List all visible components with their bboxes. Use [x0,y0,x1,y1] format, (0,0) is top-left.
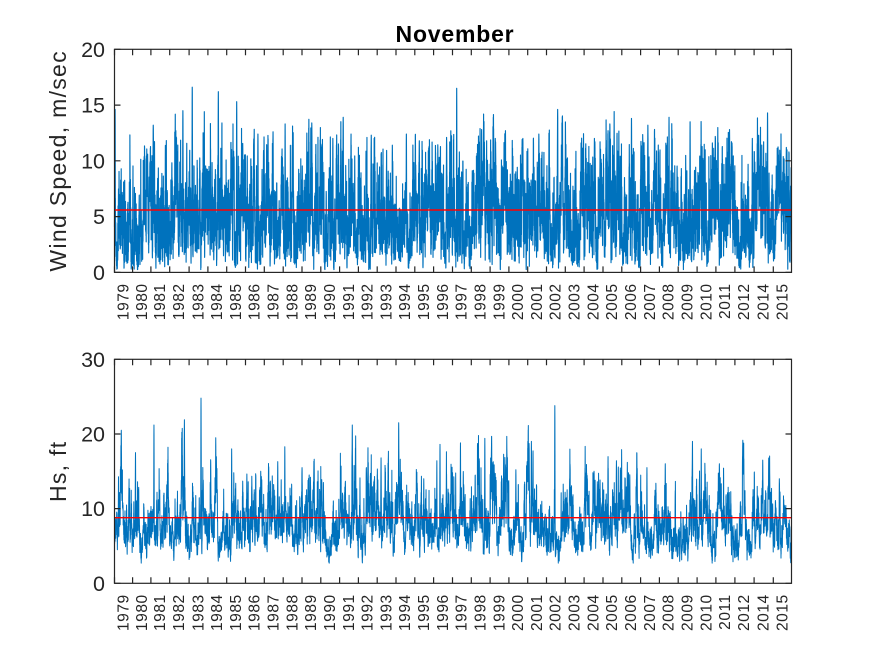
svg-text:2001: 2001 [529,594,546,631]
svg-text:1983: 1983 [190,283,207,320]
svg-text:2003: 2003 [567,594,584,631]
svg-text:1994: 1994 [397,283,414,320]
svg-text:2012: 2012 [736,283,753,320]
svg-text:1987: 1987 [266,594,283,631]
svg-text:1987: 1987 [266,283,283,320]
svg-text:2008: 2008 [661,594,678,631]
svg-text:1984: 1984 [209,283,226,320]
svg-text:2015: 2015 [775,283,792,320]
svg-text:1984: 1984 [209,594,226,631]
svg-text:1991: 1991 [341,594,358,631]
svg-text:1999: 1999 [491,594,508,631]
svg-text:1993: 1993 [378,594,395,631]
svg-text:1986: 1986 [247,283,264,320]
svg-text:2009: 2009 [679,283,696,320]
svg-text:1993: 1993 [378,283,395,320]
svg-text:2006: 2006 [623,594,640,631]
svg-text:1989: 1989 [303,283,320,320]
svg-text:1979: 1979 [116,594,133,631]
svg-text:1980: 1980 [134,283,151,320]
svg-text:1990: 1990 [322,594,339,631]
svg-text:1985: 1985 [228,594,245,631]
svg-text:1979: 1979 [116,283,133,320]
svg-text:2000: 2000 [510,283,527,320]
svg-text:November: November [396,21,515,47]
svg-text:2006: 2006 [623,283,640,320]
svg-text:1996: 1996 [435,594,452,631]
svg-text:1990: 1990 [322,283,339,320]
svg-text:0: 0 [93,572,105,596]
svg-text:2010: 2010 [698,594,715,631]
svg-text:1995: 1995 [416,283,433,320]
svg-text:1981: 1981 [152,594,169,631]
svg-text:1985: 1985 [228,283,245,320]
svg-text:2011: 2011 [717,283,734,319]
svg-text:1988: 1988 [284,283,301,320]
svg-text:1983: 1983 [190,594,207,631]
svg-text:1992: 1992 [360,283,377,320]
svg-text:1992: 1992 [360,594,377,631]
svg-text:2002: 2002 [548,594,565,631]
svg-text:1995: 1995 [416,594,433,631]
svg-text:2011: 2011 [717,594,734,630]
svg-text:2005: 2005 [604,594,621,631]
svg-text:1981: 1981 [152,283,169,320]
svg-text:Wind Speed, m/sec: Wind Speed, m/sec [45,50,71,272]
svg-text:2008: 2008 [661,283,678,320]
svg-text:0: 0 [93,261,105,285]
svg-text:2001: 2001 [529,283,546,320]
svg-text:1988: 1988 [284,594,301,631]
svg-text:1997: 1997 [454,594,471,631]
svg-text:2007: 2007 [642,594,659,631]
svg-text:2010: 2010 [698,283,715,320]
svg-text:1991: 1991 [341,283,358,320]
svg-text:1982: 1982 [171,283,188,320]
svg-text:1998: 1998 [473,283,490,320]
svg-text:1994: 1994 [397,594,414,631]
svg-text:2005: 2005 [604,283,621,320]
svg-text:20: 20 [81,423,105,447]
svg-text:2003: 2003 [567,283,584,320]
svg-text:2014: 2014 [755,283,772,320]
svg-text:Hs, ft: Hs, ft [45,441,71,502]
svg-text:10: 10 [81,497,105,521]
svg-text:30: 30 [81,348,105,372]
svg-text:1980: 1980 [134,594,151,631]
svg-text:2004: 2004 [585,283,602,320]
svg-text:2009: 2009 [679,594,696,631]
svg-text:2012: 2012 [736,594,753,631]
svg-text:1986: 1986 [247,594,264,631]
svg-text:2004: 2004 [585,594,602,631]
svg-text:1989: 1989 [303,594,320,631]
svg-text:1999: 1999 [491,283,508,320]
svg-text:20: 20 [81,38,105,62]
svg-text:1982: 1982 [171,594,188,631]
svg-text:2007: 2007 [642,283,659,320]
svg-text:2002: 2002 [548,283,565,320]
svg-text:2014: 2014 [755,594,772,631]
svg-text:15: 15 [81,94,105,118]
svg-text:2015: 2015 [775,594,792,631]
svg-text:1996: 1996 [435,283,452,320]
svg-text:1998: 1998 [473,594,490,631]
svg-text:5: 5 [93,205,105,229]
svg-text:10: 10 [81,149,105,173]
svg-text:1997: 1997 [454,283,471,320]
svg-text:2000: 2000 [510,594,527,631]
